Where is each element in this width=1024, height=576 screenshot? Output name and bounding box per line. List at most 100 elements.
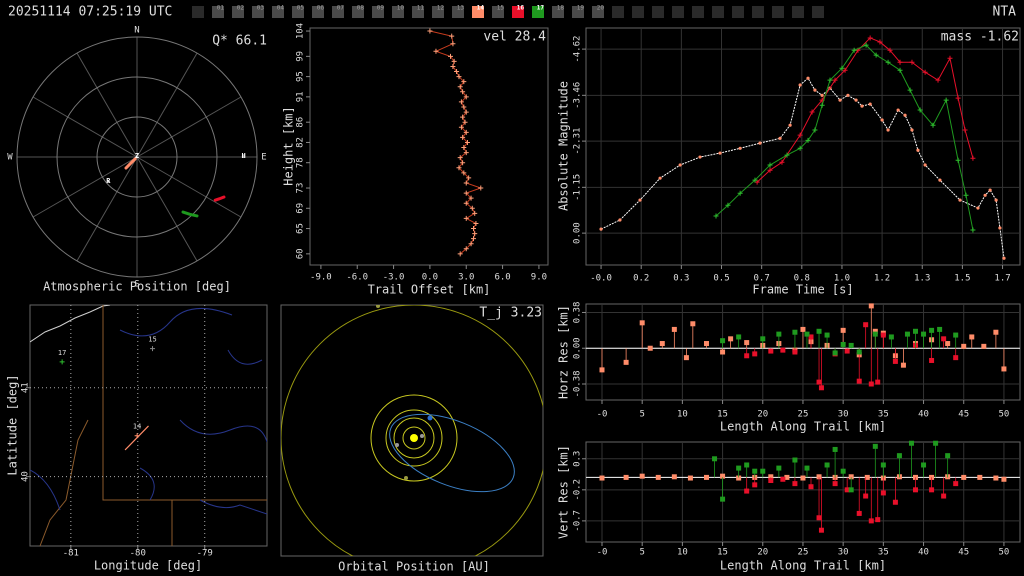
y-tick-label: 86 bbox=[296, 117, 306, 128]
data-point bbox=[462, 119, 468, 125]
residual-point bbox=[912, 328, 918, 334]
timestamp: 20251114 07:25:19 UTC bbox=[8, 5, 172, 20]
data-point bbox=[458, 124, 464, 130]
ring bbox=[56, 76, 218, 238]
camera-slot bbox=[492, 6, 504, 18]
residual-point bbox=[953, 355, 959, 361]
residual-point bbox=[863, 493, 869, 499]
x-tick-label: 50 bbox=[999, 548, 1010, 558]
residual-point bbox=[703, 341, 709, 347]
y-tick-label: 91 bbox=[296, 91, 306, 102]
data-point bbox=[737, 190, 743, 196]
x-tick-label: 10 bbox=[677, 548, 688, 558]
y-tick-label: 0.38 bbox=[573, 302, 583, 324]
residual-point bbox=[655, 474, 661, 480]
residual-point bbox=[768, 474, 774, 480]
residual-point bbox=[780, 476, 786, 482]
x-axis-label: Trail Offset [km] bbox=[368, 283, 491, 297]
ring bbox=[96, 116, 178, 198]
marker-label: Z bbox=[135, 152, 139, 160]
data-point bbox=[478, 185, 484, 191]
spoke bbox=[76, 52, 138, 158]
ground-track bbox=[124, 425, 149, 451]
residual-point bbox=[937, 326, 943, 332]
residual-point bbox=[840, 327, 846, 333]
camera-slot bbox=[652, 6, 664, 18]
camera-slot bbox=[692, 6, 704, 18]
camera-slot bbox=[192, 6, 204, 18]
y-tick-label: 95 bbox=[296, 71, 306, 82]
camera-slot bbox=[732, 6, 744, 18]
data-point bbox=[880, 118, 884, 122]
annotation: T_j 3.23 bbox=[479, 306, 542, 321]
camera-slot bbox=[612, 6, 624, 18]
planet bbox=[376, 305, 380, 308]
x-tick-label: 50 bbox=[999, 410, 1010, 420]
data-point bbox=[955, 95, 961, 101]
camera-slot-label: 18 bbox=[557, 5, 565, 12]
camera-slot bbox=[412, 6, 424, 18]
residual-point bbox=[647, 345, 653, 351]
data-point bbox=[788, 123, 792, 127]
residual-point bbox=[776, 331, 782, 337]
residual-point bbox=[969, 334, 975, 340]
camera-slot bbox=[372, 6, 384, 18]
data-point bbox=[819, 102, 825, 108]
residual-point bbox=[720, 473, 726, 479]
data-point bbox=[463, 109, 469, 115]
data-point bbox=[970, 155, 976, 161]
residual-point bbox=[816, 515, 822, 521]
residual-point bbox=[981, 343, 987, 349]
residual-point bbox=[776, 465, 782, 471]
residual-point bbox=[832, 481, 838, 487]
data-point bbox=[468, 195, 474, 201]
residual-point bbox=[800, 475, 806, 481]
data-point bbox=[638, 198, 642, 202]
camera-slot bbox=[212, 6, 224, 18]
residual-point bbox=[888, 334, 894, 340]
data-point bbox=[463, 246, 469, 252]
residual-point bbox=[804, 331, 810, 337]
residual-point bbox=[599, 367, 605, 373]
residual-point bbox=[872, 331, 878, 337]
data-point bbox=[909, 59, 915, 65]
x-tick-label: 0.0 bbox=[422, 273, 438, 283]
residual-point bbox=[804, 465, 810, 471]
camera-slot-label: 01 bbox=[217, 5, 225, 12]
camera-slot-label: 15 bbox=[497, 5, 505, 12]
residual-point bbox=[824, 462, 830, 468]
residual-point bbox=[639, 473, 645, 479]
x-tick-label: 1.3 bbox=[914, 274, 930, 284]
camera-slot-label: 10 bbox=[397, 5, 405, 12]
residual-point bbox=[953, 481, 959, 487]
plot-frame bbox=[29, 304, 268, 547]
data-point bbox=[472, 210, 478, 216]
data-point bbox=[463, 94, 469, 100]
data-point bbox=[454, 69, 460, 75]
data-point bbox=[449, 33, 455, 39]
camera-slot-label: 13 bbox=[457, 5, 465, 12]
y-tick-label: 0.3 bbox=[573, 451, 583, 467]
residual-point bbox=[736, 334, 742, 340]
data-point bbox=[922, 69, 928, 75]
x-tick-label: 5 bbox=[639, 410, 644, 420]
residual-point bbox=[921, 331, 927, 337]
camera-slot-label: 05 bbox=[297, 5, 305, 12]
data-point bbox=[947, 55, 953, 61]
series-line bbox=[756, 37, 974, 183]
residual-point bbox=[875, 517, 881, 523]
data-point bbox=[738, 146, 742, 150]
x-tick-label: 15 bbox=[717, 410, 728, 420]
camera-slot bbox=[772, 6, 784, 18]
residual-point bbox=[868, 303, 874, 309]
residual-point bbox=[768, 478, 774, 484]
data-point bbox=[461, 145, 467, 151]
residual-point bbox=[736, 475, 742, 481]
data-point bbox=[758, 141, 762, 145]
data-point bbox=[820, 93, 824, 97]
residual-point bbox=[856, 349, 862, 355]
plot-area bbox=[585, 27, 1021, 266]
data-point bbox=[867, 35, 873, 41]
residual-point bbox=[744, 353, 750, 359]
